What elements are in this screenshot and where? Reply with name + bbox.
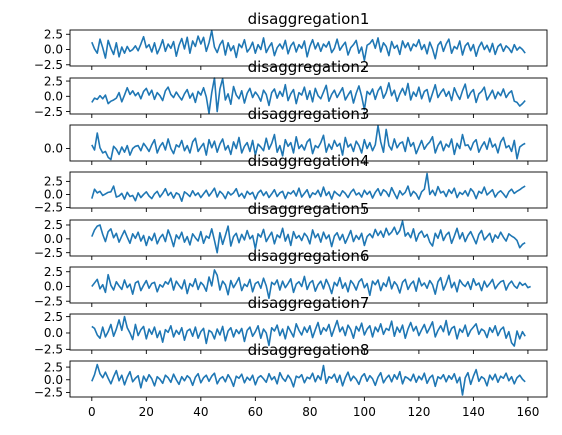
y-tick-label: 0.0 — [44, 373, 63, 387]
x-tick-label: 120 — [407, 405, 430, 419]
y-tick-label: 2.5 — [44, 218, 63, 232]
y-tick-label: 0.0 — [44, 326, 63, 340]
y-tick-label: −2.5 — [34, 58, 63, 72]
y-tick-label: −2.5 — [34, 343, 63, 357]
y-tick-label: −2.5 — [34, 105, 63, 119]
series-line — [91, 29, 526, 62]
y-tick-label: 2.5 — [44, 360, 63, 374]
y-tick-label: 0.0 — [44, 280, 63, 294]
y-tick-label: 0.0 — [44, 90, 63, 104]
y-tick-label: 2.5 — [44, 310, 63, 324]
axes-frame — [69, 313, 548, 351]
series-line — [91, 124, 526, 161]
x-axis: 0 20 40 60 80 100 120 140 160 — [88, 405, 539, 419]
y-tick-label: −2.5 — [34, 386, 63, 400]
y-tick-label: 2.5 — [44, 175, 63, 189]
series-line — [91, 269, 531, 300]
subplot-title: disaggregation8 — [248, 341, 370, 359]
y-tick-label: 0.0 — [44, 43, 63, 57]
subplot-title: disaggregation6 — [248, 247, 370, 265]
subplot-title: disaggregation7 — [248, 294, 370, 312]
subplots: 2.50.0−2.5disaggregation12.50.0−2.5disag… — [34, 10, 548, 401]
subplot-3: 0.0 disaggregation3 — [44, 105, 548, 165]
y-tick-label: 0.0 — [44, 188, 63, 202]
x-tick-label: 0 — [88, 405, 96, 419]
y-tick-label: −2.5 — [34, 294, 63, 308]
y-tick-label: 2.5 — [44, 27, 63, 41]
x-tick-label: 40 — [193, 405, 208, 419]
axes-frame — [69, 124, 548, 162]
y-tick-label: 2.5 — [44, 74, 63, 88]
series-line — [91, 363, 526, 396]
axes-frame — [69, 266, 548, 304]
x-tick-label: 160 — [516, 405, 539, 419]
series-line — [91, 220, 526, 254]
subplot-title: disaggregation1 — [248, 10, 370, 28]
y-tick-label: 0.0 — [44, 142, 63, 156]
axes-frame — [69, 29, 548, 67]
subplot-7: 2.5 0.0 −2.5 disaggregation7 — [34, 294, 548, 357]
x-tick-label: 140 — [462, 405, 485, 419]
y-tick-label: 0.0 — [44, 232, 63, 246]
axes-frame — [69, 219, 548, 257]
subplot-1: 2.5 0.0−2.5 disaggregation1 — [34, 10, 548, 72]
subplot-title: disaggregation3 — [248, 105, 370, 123]
y-tick-label: 2.5 — [44, 265, 63, 279]
subplot-title: disaggregation5 — [248, 200, 370, 218]
x-tick-label: 60 — [248, 405, 263, 419]
series-line — [91, 77, 526, 115]
axes-frame — [69, 360, 548, 398]
y-tick-label: −2.5 — [34, 246, 63, 260]
subplot-4: 2.50.0−2.5 disaggregation4 — [34, 152, 548, 215]
subplot-title: disaggregation4 — [248, 152, 370, 170]
x-tick-label: 20 — [139, 405, 154, 419]
series-line — [91, 172, 526, 203]
x-tick-label: 80 — [302, 405, 317, 419]
subplot-title: disaggregation2 — [248, 58, 370, 76]
series-line — [91, 315, 526, 347]
axes-frame — [69, 171, 548, 209]
y-tick-label: −2.5 — [34, 201, 63, 215]
x-tick-label: 100 — [353, 405, 376, 419]
